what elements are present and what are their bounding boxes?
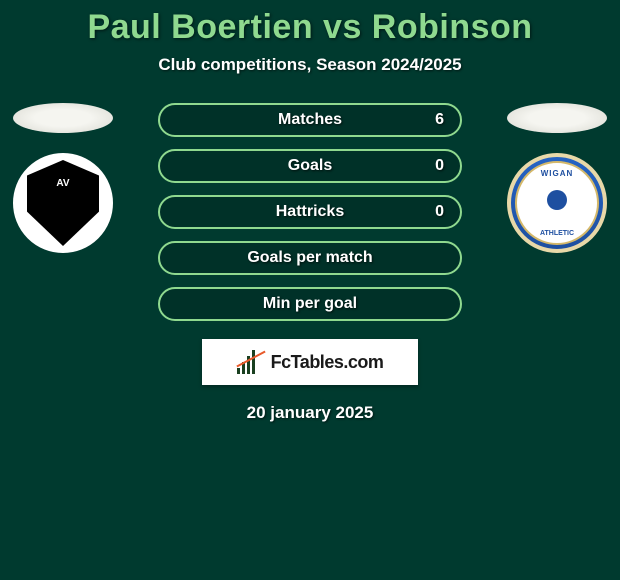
soccer-ball-icon	[547, 190, 567, 210]
player-avatar-placeholder	[507, 103, 607, 133]
content-row: AV Matches 6 Goals 0 Hattricks 0 Goals p…	[0, 103, 620, 333]
stat-value-right: 0	[435, 157, 444, 175]
crest-left-text: AV	[56, 178, 69, 189]
stat-row-hattricks: Hattricks 0	[158, 195, 462, 229]
page-title: Paul Boertien vs Robinson	[0, 8, 620, 47]
club-crest-right: WIGAN ATHLETIC	[507, 153, 607, 253]
stat-value-right: 0	[435, 203, 444, 221]
stat-label: Goals per match	[247, 249, 372, 267]
stat-row-goals-per-match: Goals per match	[158, 241, 462, 275]
stat-label: Min per goal	[263, 295, 357, 313]
left-player-col: AV	[8, 103, 118, 253]
stat-label: Matches	[278, 111, 342, 129]
brand-name: FcTables.com	[271, 352, 384, 373]
page-subtitle: Club competitions, Season 2024/2025	[0, 55, 620, 75]
stat-row-goals: Goals 0	[158, 149, 462, 183]
stat-label: Goals	[288, 157, 332, 175]
footer-date: 20 january 2025	[0, 403, 620, 423]
crest-right-bottom-text: ATHLETIC	[540, 230, 574, 237]
player-avatar-placeholder	[13, 103, 113, 133]
crest-right-top-text: WIGAN	[541, 169, 574, 178]
crest-shield-icon: AV	[23, 160, 103, 246]
crest-circle-icon: WIGAN ATHLETIC	[515, 161, 599, 245]
right-player-col: WIGAN ATHLETIC	[502, 103, 612, 253]
stats-column: Matches 6 Goals 0 Hattricks 0 Goals per …	[130, 103, 490, 333]
brand-logo-box[interactable]: FcTables.com	[202, 339, 418, 385]
stat-value-right: 6	[435, 111, 444, 129]
club-crest-left: AV	[13, 153, 113, 253]
chart-icon	[237, 350, 265, 374]
header: Paul Boertien vs Robinson Club competiti…	[0, 0, 620, 75]
stat-row-matches: Matches 6	[158, 103, 462, 137]
stat-label: Hattricks	[276, 203, 344, 221]
stat-row-min-per-goal: Min per goal	[158, 287, 462, 321]
